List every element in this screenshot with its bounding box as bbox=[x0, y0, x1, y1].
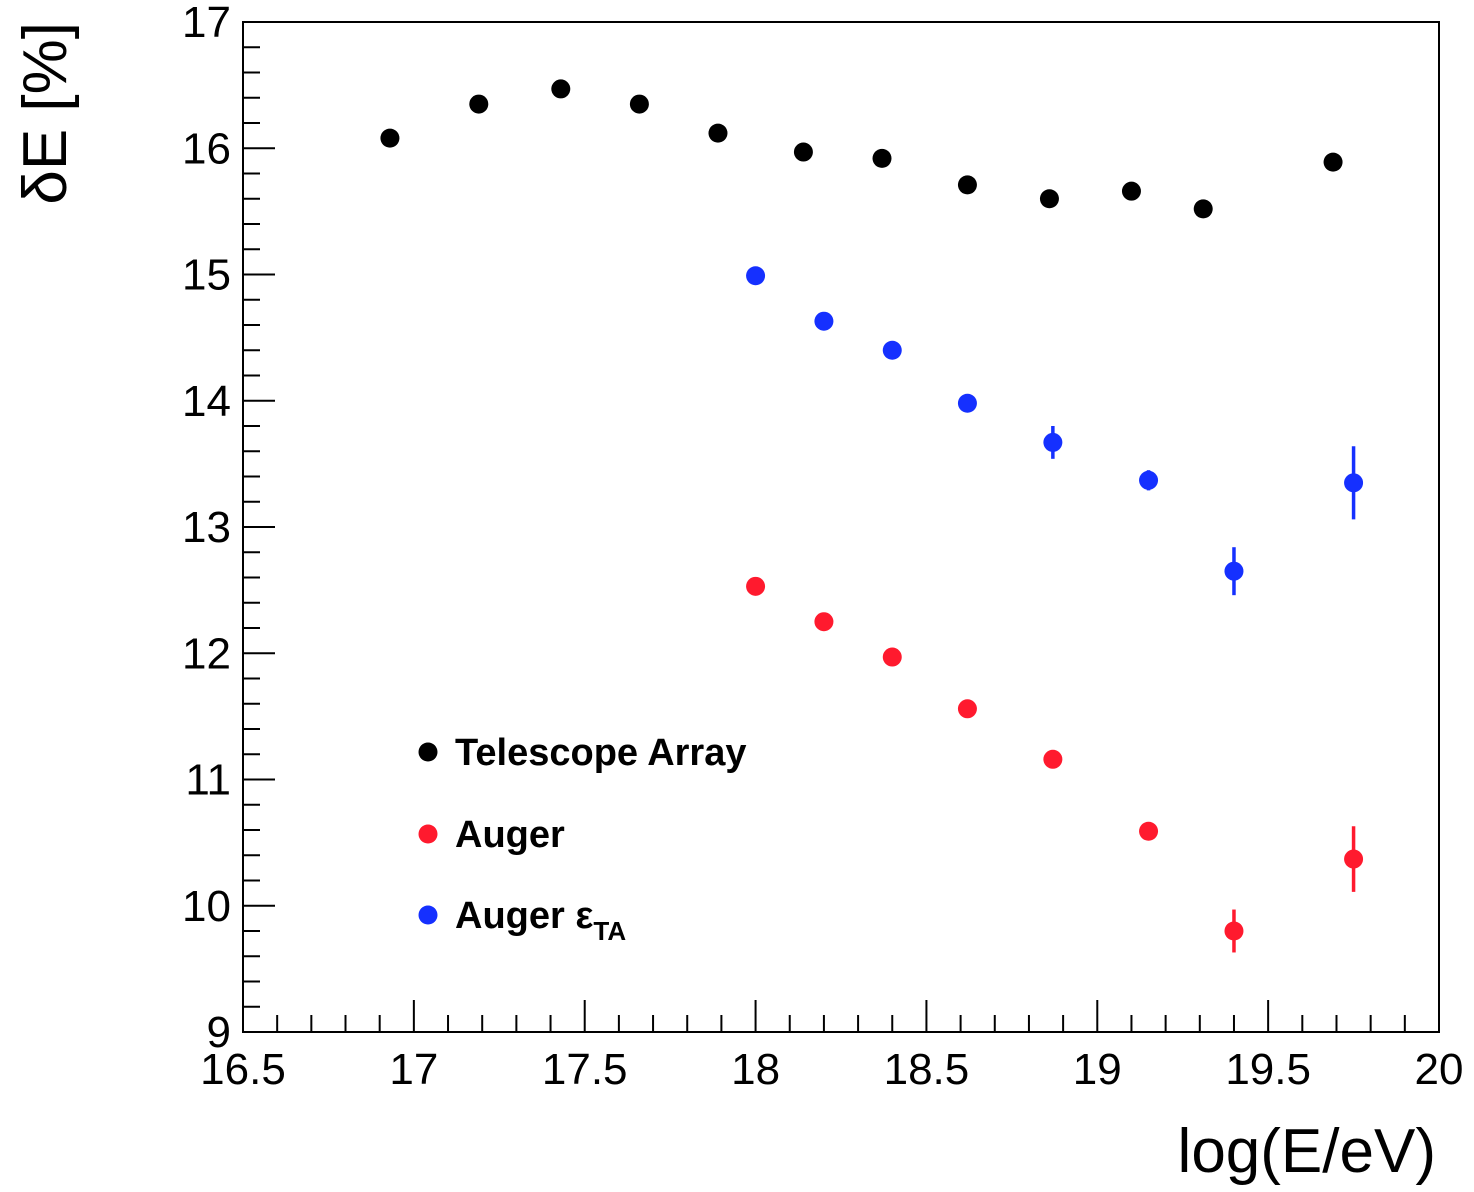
legend-label-auger-eta: Auger εTA bbox=[455, 895, 626, 946]
data-point bbox=[1039, 189, 1059, 209]
data-point bbox=[1224, 921, 1244, 941]
data-point bbox=[957, 699, 977, 719]
x-tick-label: 19.5 bbox=[1225, 1045, 1311, 1094]
legend-marker-telescope-array bbox=[418, 742, 438, 762]
data-point bbox=[469, 94, 489, 114]
data-point bbox=[957, 175, 977, 195]
x-axis-title: log(E/eV) bbox=[1178, 1117, 1436, 1186]
data-point bbox=[1224, 561, 1244, 581]
data-point bbox=[551, 79, 571, 99]
legend-label-auger-eta-subscript: TA bbox=[593, 916, 626, 946]
data-point bbox=[1139, 470, 1159, 490]
y-tick-label: 16 bbox=[182, 124, 231, 173]
y-tick-label: 14 bbox=[182, 377, 231, 426]
y-tick-label: 17 bbox=[182, 0, 231, 47]
data-point bbox=[1344, 473, 1364, 493]
data-point bbox=[872, 148, 892, 168]
data-point bbox=[957, 393, 977, 413]
data-point bbox=[1043, 749, 1063, 769]
data-point bbox=[882, 340, 902, 360]
data-point bbox=[1043, 432, 1063, 452]
x-tick-label: 17 bbox=[389, 1045, 438, 1094]
x-tick-label: 18 bbox=[731, 1045, 780, 1094]
y-tick-label: 15 bbox=[182, 251, 231, 300]
y-tick-label: 11 bbox=[185, 756, 231, 805]
y-tick-label: 12 bbox=[182, 629, 231, 678]
data-point bbox=[814, 612, 834, 632]
legend: Telescope Array Auger Auger εTA bbox=[418, 732, 746, 946]
y-tick-label: 9 bbox=[207, 1008, 231, 1057]
y-axis-tick-labels: 9 10 11 12 13 14 15 16 17 bbox=[182, 0, 231, 1057]
x-tick-label: 19 bbox=[1073, 1045, 1122, 1094]
series-2 bbox=[746, 266, 1364, 596]
data-point bbox=[1121, 181, 1141, 201]
legend-label-telescope-array: Telescope Array bbox=[455, 732, 746, 774]
data-point bbox=[708, 123, 728, 143]
data-point bbox=[1139, 821, 1159, 841]
x-tick-label: 17.5 bbox=[542, 1045, 628, 1094]
axis-ticks bbox=[242, 21, 1440, 1033]
data-point bbox=[814, 311, 834, 331]
legend-label-auger: Auger bbox=[455, 814, 565, 856]
data-point bbox=[882, 647, 902, 667]
legend-label-auger-eta-main: Auger ε bbox=[455, 895, 593, 937]
y-tick-label: 10 bbox=[182, 882, 231, 931]
series-0 bbox=[380, 79, 1343, 219]
legend-marker-auger-eta bbox=[418, 905, 438, 925]
data-point bbox=[1344, 849, 1364, 869]
data-point bbox=[380, 128, 400, 148]
data-point bbox=[746, 576, 766, 596]
plot-frame bbox=[242, 21, 1440, 1033]
data-point bbox=[746, 266, 766, 286]
series-1 bbox=[746, 576, 1364, 953]
data-point bbox=[793, 142, 813, 162]
data-point bbox=[1193, 199, 1213, 219]
y-tick-label: 13 bbox=[182, 503, 231, 552]
data-point bbox=[1323, 152, 1343, 172]
x-tick-label: 18.5 bbox=[884, 1045, 970, 1094]
x-tick-label: 16.5 bbox=[200, 1045, 286, 1094]
x-tick-label: 20 bbox=[1415, 1045, 1464, 1094]
legend-marker-auger bbox=[418, 824, 438, 844]
data-point bbox=[629, 94, 649, 114]
x-axis-tick-labels: 16.5 17 17.5 18 18.5 19 19.5 20 bbox=[200, 1045, 1463, 1094]
y-axis-title: δE [%] bbox=[11, 22, 80, 205]
data-points bbox=[380, 79, 1364, 953]
